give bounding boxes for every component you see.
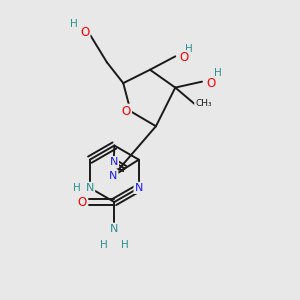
Text: N: N xyxy=(109,171,117,181)
Text: H: H xyxy=(214,68,222,78)
Text: O: O xyxy=(80,26,89,39)
Text: H: H xyxy=(70,19,78,29)
Text: O: O xyxy=(206,76,216,90)
Text: N: N xyxy=(110,224,118,234)
Text: H: H xyxy=(100,240,108,250)
Text: H: H xyxy=(121,240,129,250)
Text: H: H xyxy=(185,44,193,54)
Text: O: O xyxy=(77,196,86,208)
Text: N: N xyxy=(135,183,143,193)
Text: N: N xyxy=(110,157,118,167)
Text: O: O xyxy=(180,51,189,64)
Text: N: N xyxy=(86,183,94,193)
Text: H: H xyxy=(73,183,80,193)
Text: CH₃: CH₃ xyxy=(195,99,212,108)
Text: O: O xyxy=(122,105,131,118)
